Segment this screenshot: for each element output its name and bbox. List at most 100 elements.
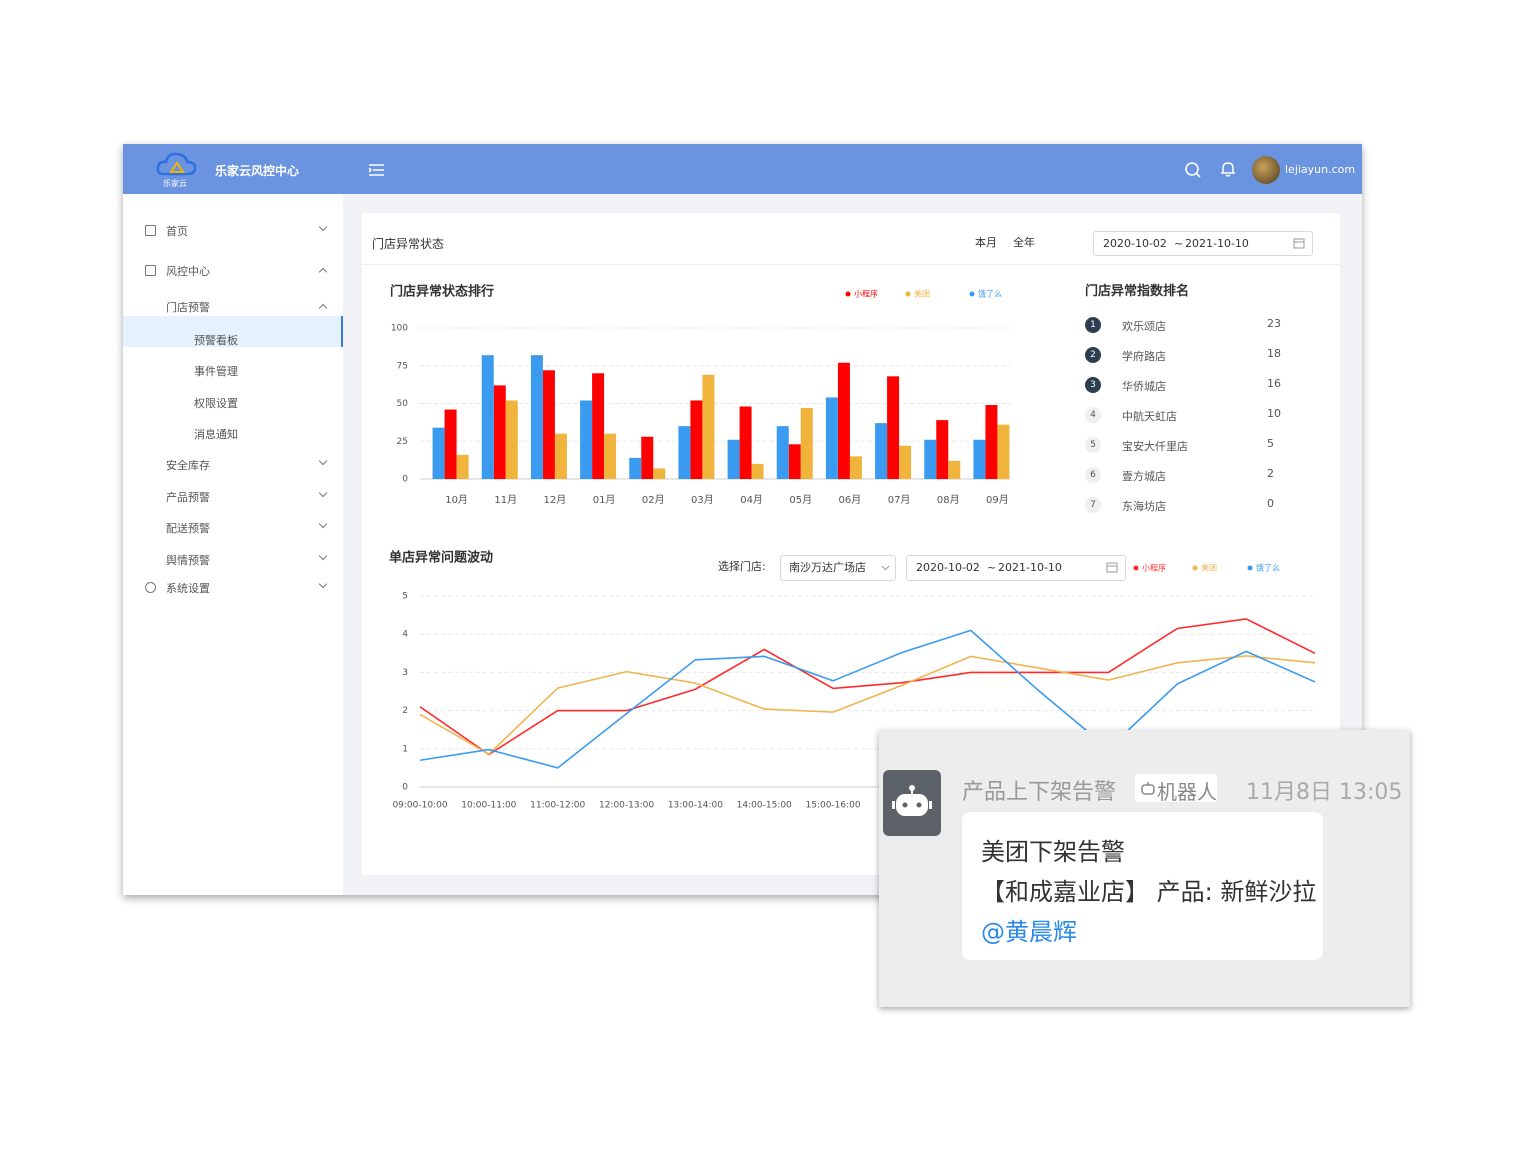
bar (997, 424, 1010, 479)
y-tick-label: 5 (402, 592, 408, 602)
divider (362, 264, 1340, 265)
legend-label: 饿了么 (1256, 563, 1280, 573)
menu-icon (145, 265, 156, 276)
menu-toggle[interactable] (368, 163, 386, 177)
bar (481, 355, 494, 479)
date-end: 2021-10-10 (998, 561, 1062, 574)
menu-icon (145, 225, 156, 236)
date-start: 2020-10-02 (916, 561, 980, 574)
menu-item[interactable]: 安全库存 (166, 459, 210, 472)
tag: 机器人 (1135, 774, 1217, 804)
logo-text: 乐家云 (163, 179, 187, 188)
chevron (318, 579, 328, 589)
store-score: 18 (1267, 347, 1281, 360)
legend-label: 美团 (914, 289, 930, 299)
bar (592, 373, 605, 479)
user-name[interactable]: lejiayun.com (1285, 163, 1356, 176)
legend-label: 小程序 (1142, 563, 1166, 573)
bar (776, 426, 789, 479)
tag-text: 机器人 (1157, 780, 1217, 804)
bell-icon[interactable] (1220, 160, 1236, 178)
menu-item[interactable]: 门店预警 (166, 301, 210, 314)
x-tick-label: 11:00-12:00 (530, 801, 585, 811)
menu-item[interactable]: 消息通知 (194, 428, 238, 441)
bar (899, 445, 912, 479)
tab[interactable]: 本月 (975, 236, 997, 249)
y-tick-label: 50 (397, 399, 409, 409)
y-tick-label: 4 (402, 630, 408, 640)
menu-item[interactable]: 事件管理 (194, 365, 238, 378)
bar (456, 454, 469, 479)
bar (653, 468, 666, 479)
avatar[interactable] (1252, 156, 1280, 184)
menu-item[interactable]: 首页 (166, 225, 188, 238)
menu-item[interactable]: 产品预警 (166, 491, 210, 504)
bar (444, 409, 457, 479)
bar (505, 400, 518, 479)
x-tick-label: 02月 (642, 494, 665, 506)
legend-dot (905, 291, 911, 297)
bar (849, 456, 862, 479)
bar (641, 436, 654, 479)
rank-badge: 6 (1085, 467, 1101, 483)
mention[interactable]: @黄晨辉 (981, 918, 1077, 946)
legend-label: 美团 (1201, 563, 1217, 573)
menu-item[interactable]: 舆情预警 (166, 554, 210, 567)
bar-chart: 门店异常状态排行 0 25 50 75 100 小程序 美团 饿了么 10月 11月 12月 01月 02… (390, 284, 1010, 506)
store-name: 东海坊店 (1122, 500, 1166, 513)
bar (604, 433, 617, 479)
date-sep: ~ (987, 561, 997, 574)
y-tick-label: 2 (402, 706, 408, 716)
legend-label: 小程序 (854, 289, 878, 299)
tab[interactable]: 全年 (1013, 236, 1035, 249)
store-select[interactable]: 南沙万达广场店 (780, 555, 896, 581)
store-name: 欢乐颂店 (1122, 320, 1166, 333)
x-tick-label: 03月 (691, 494, 714, 506)
bar (432, 427, 445, 479)
calendar-icon (1106, 562, 1118, 573)
bar (580, 400, 593, 479)
chevron (318, 456, 328, 466)
notification-popup: 产品上下架告警 机器人 11月8日 13:05 美团下架告警 【和成嘉业店】 产… (879, 730, 1410, 1007)
chart-title: 单店异常问题波动 (389, 550, 493, 566)
bar (690, 400, 703, 479)
legend-dot (1192, 565, 1198, 571)
x-tick-label: 09:00-10:00 (392, 801, 447, 811)
store-score: 5 (1267, 437, 1274, 450)
bar (629, 457, 642, 479)
active-item (123, 316, 343, 347)
menu-item[interactable]: 风控中心 (166, 265, 210, 278)
legend-dot (845, 291, 851, 297)
chevron (318, 222, 328, 232)
date-range[interactable]: 2020-10-02 ~ 2021-10-10 (906, 555, 1126, 581)
rank-badge: 7 (1085, 497, 1101, 513)
line-chart: 单店异常问题波动 0 1 2 3 4 5 小程序 美团 饿了么 09:00-10:00 10:00-1… (389, 550, 1316, 811)
y-tick-label: 3 (402, 668, 408, 678)
y-tick-label: 100 (391, 324, 408, 334)
bar (973, 439, 986, 479)
menu-item[interactable]: 预警看板 (194, 334, 238, 347)
top-bar (123, 144, 1362, 194)
x-tick-label: 06月 (839, 494, 862, 506)
rank-badge: 2 (1085, 347, 1101, 363)
menu-item[interactable]: 权限设置 (194, 397, 238, 410)
bar (702, 374, 715, 479)
menu-item[interactable]: 配送预警 (166, 522, 210, 535)
store-name: 宝安大仟里店 (1122, 440, 1188, 453)
x-tick-label: 12月 (544, 494, 567, 506)
date-start: 2020-10-02 (1103, 237, 1167, 250)
x-tick-label: 09月 (986, 494, 1009, 506)
bar (678, 426, 691, 479)
y-tick-label: 25 (397, 437, 408, 447)
sidebar: 首页风控中心门店预警预警看板事件管理权限设置消息通知安全库存产品预警配送预警舆情… (123, 194, 343, 895)
logo-icon (156, 152, 197, 176)
chevron (318, 303, 328, 313)
bar (837, 362, 850, 479)
date-range[interactable]: 2020-10-02 ~ 2021-10-10 (1093, 231, 1313, 256)
bar (948, 460, 961, 479)
search-icon[interactable] (1184, 161, 1202, 179)
bar (788, 444, 801, 479)
time: 11月8日 13:05 (1246, 780, 1403, 805)
menu-item[interactable]: 系统设置 (166, 582, 210, 595)
